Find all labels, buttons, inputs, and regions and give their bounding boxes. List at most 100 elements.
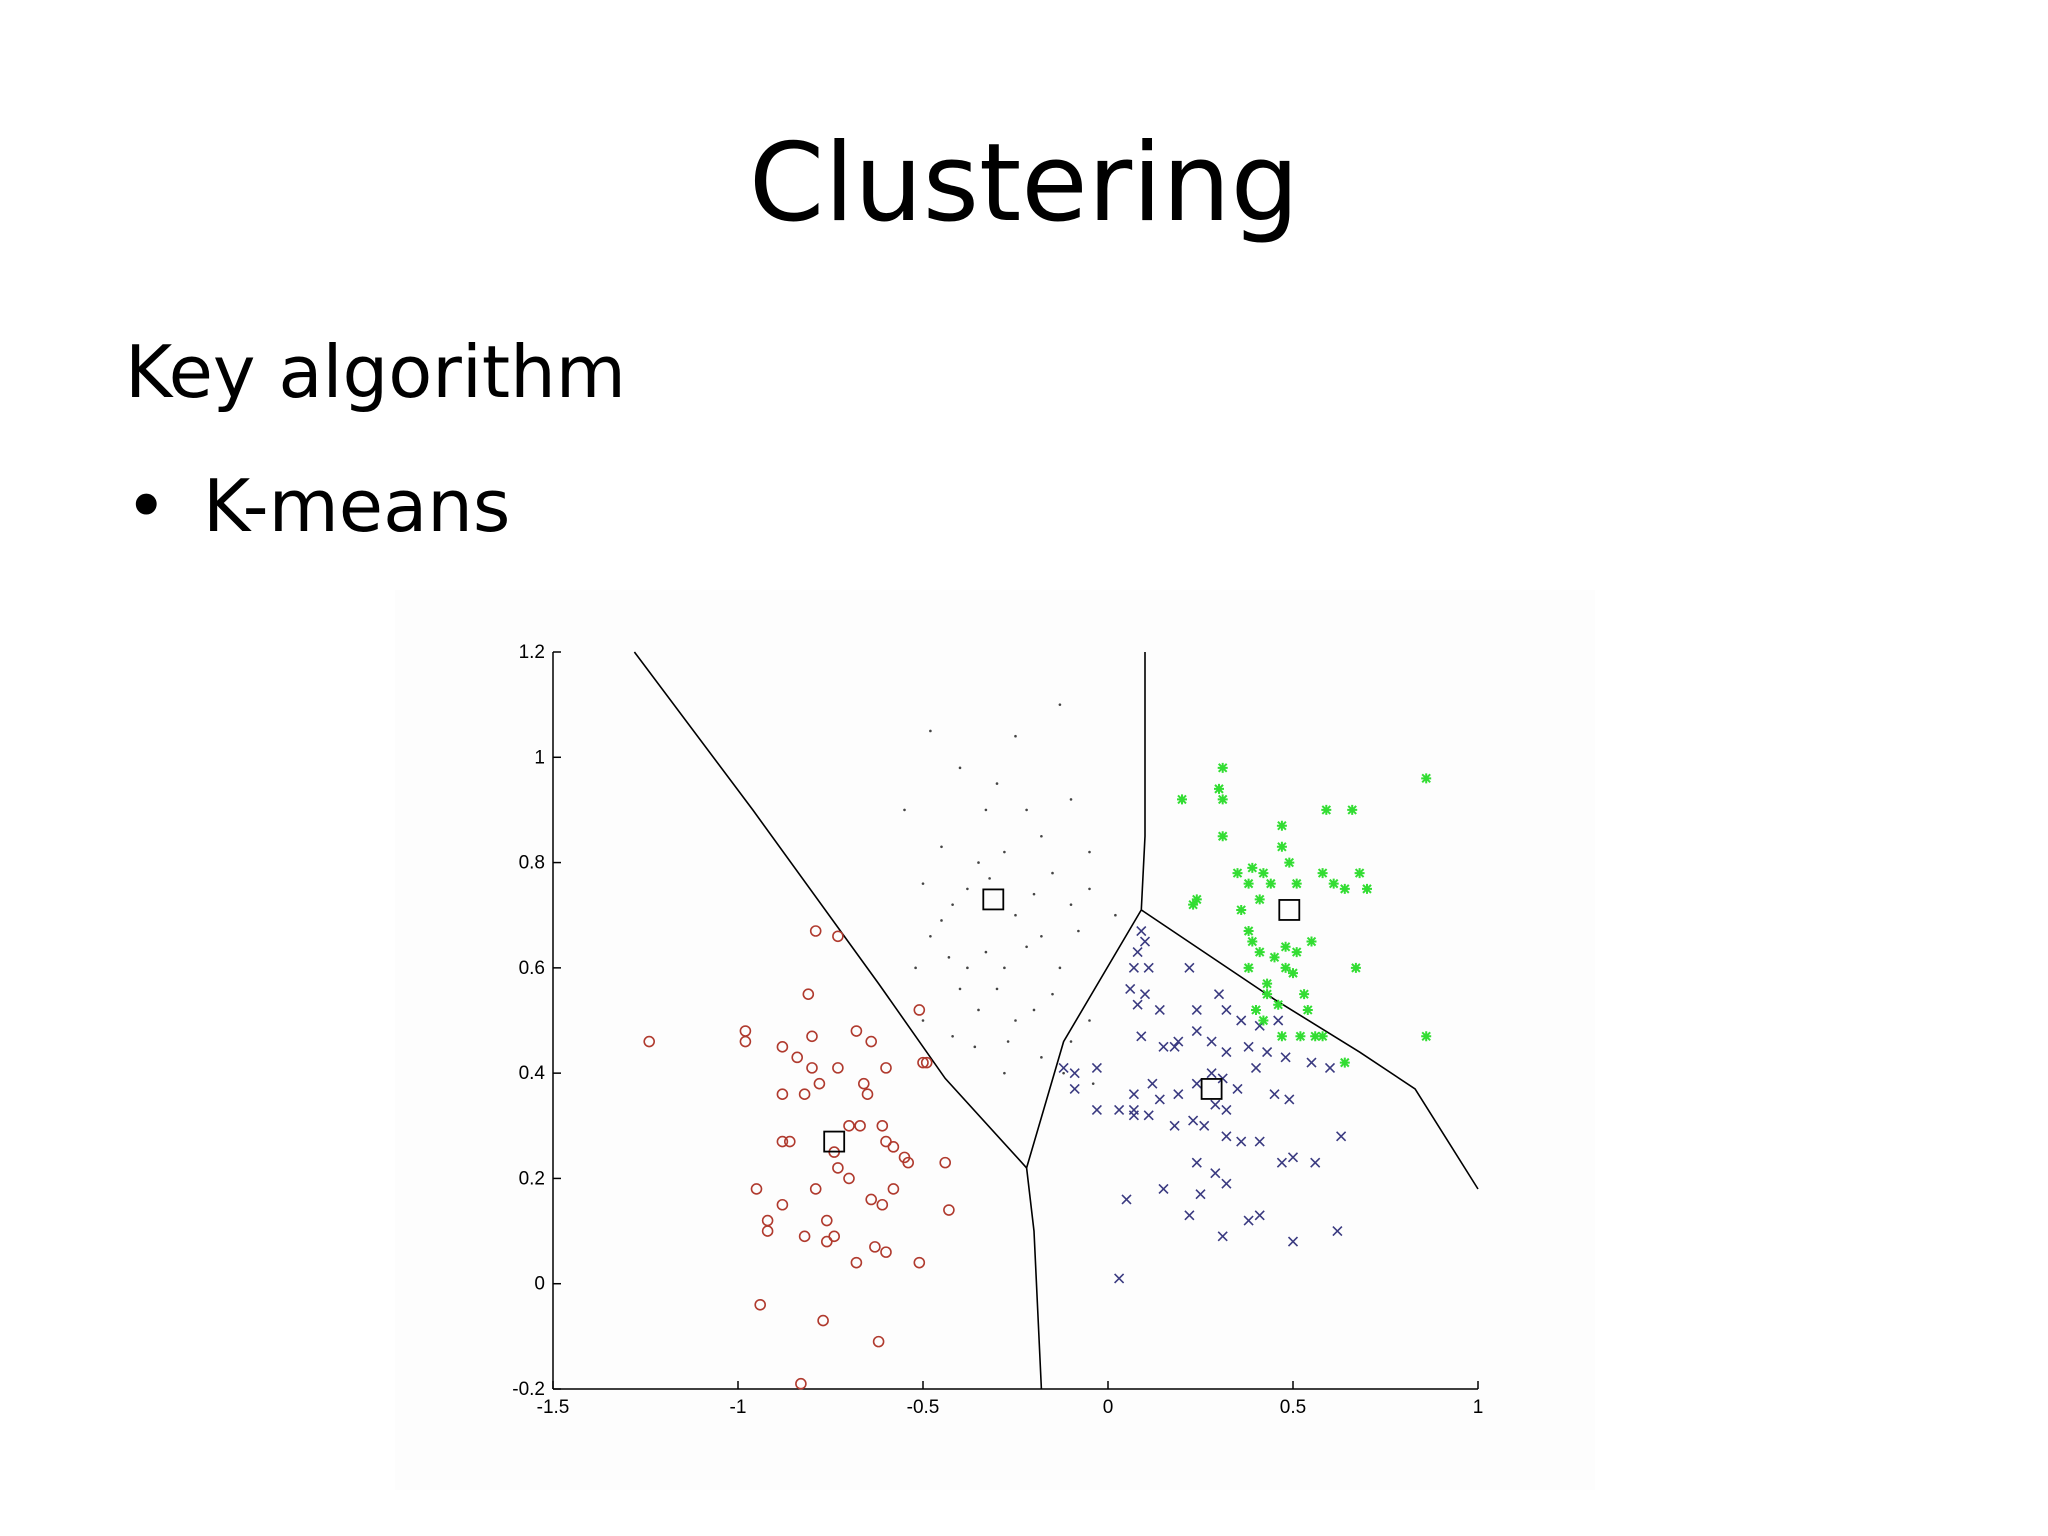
- data-point-circle: [832, 930, 844, 943]
- y-tick-label: 1.2: [519, 642, 545, 663]
- data-point-circle: [880, 1062, 892, 1074]
- data-point-dot: [1003, 1071, 1006, 1075]
- cluster-boundary-line: [1140, 909, 1479, 1190]
- data-point-star: [1232, 868, 1243, 879]
- data-point-circle: [843, 1172, 855, 1185]
- data-point-dot: [1077, 929, 1080, 933]
- data-point-star: [1243, 878, 1254, 889]
- data-point-dot: [1003, 966, 1006, 970]
- data-point-star: [1262, 989, 1273, 1000]
- data-point-dot: [903, 808, 906, 812]
- data-point-star: [1339, 1057, 1350, 1068]
- data-point-circle: [939, 1156, 952, 1169]
- data-point-x: [1169, 1041, 1180, 1052]
- data-point-circle: [776, 1198, 789, 1211]
- data-point-star: [1310, 1031, 1321, 1042]
- data-point-circle: [865, 1193, 878, 1206]
- data-point-star: [1421, 773, 1432, 784]
- data-point-x: [1276, 1157, 1287, 1168]
- data-point-circle: [943, 1204, 955, 1216]
- data-point-circle: [902, 1156, 915, 1169]
- data-point-circle: [643, 1035, 655, 1048]
- data-point-star: [1265, 878, 1276, 889]
- data-point-star: [1354, 868, 1365, 879]
- data-point-star: [1247, 936, 1258, 947]
- cluster-boundary-line: [633, 651, 1028, 1169]
- y-tick-label: 0: [534, 1274, 545, 1295]
- data-point-x: [1250, 1062, 1262, 1073]
- data-point-dot: [1003, 850, 1006, 854]
- data-point-x: [1173, 1036, 1184, 1047]
- data-point-x: [1332, 1226, 1343, 1237]
- data-point-circle: [917, 1056, 929, 1069]
- data-point-x: [1091, 1104, 1102, 1116]
- data-point-star: [1217, 762, 1228, 773]
- data-point-x: [1236, 1136, 1247, 1147]
- data-point-dot: [940, 845, 943, 849]
- data-point-x: [1121, 1194, 1132, 1205]
- y-tick-label: -0.2: [512, 1379, 545, 1400]
- chart-container: -1.5 -1 -0.5 0 0.5 1 -0.2 0 0.2 0.4 0.6 0.8 1 1.2: [395, 590, 1595, 1490]
- data-point-x: [1191, 1025, 1202, 1037]
- slide-subtitle: Key algorithm: [125, 330, 626, 414]
- data-point-circle: [776, 1088, 789, 1101]
- data-point-star: [1273, 999, 1284, 1010]
- data-point-circle: [850, 1025, 863, 1037]
- data-point-circle: [876, 1198, 889, 1211]
- data-point-dot: [984, 950, 988, 954]
- data-point-circle: [920, 1056, 933, 1069]
- data-point-dot: [958, 766, 962, 770]
- data-point-circle: [802, 988, 815, 1000]
- slide-title: Clustering: [748, 121, 1300, 246]
- data-point-star: [1254, 894, 1265, 905]
- data-point-star: [1276, 1031, 1287, 1042]
- data-point-circle: [857, 1077, 870, 1090]
- data-point-x: [1191, 1157, 1202, 1168]
- data-point-star: [1177, 794, 1187, 805]
- data-point-dot: [1014, 913, 1017, 917]
- data-point-dot: [940, 919, 943, 922]
- x-tick-label: 0.5: [1280, 1397, 1306, 1418]
- data-point-x: [1147, 1078, 1158, 1089]
- data-point-x: [1069, 1068, 1080, 1079]
- data-point-star: [1321, 804, 1332, 815]
- data-point-circle: [861, 1088, 874, 1101]
- data-point-circle: [832, 1162, 844, 1174]
- data-point-dot: [977, 861, 980, 864]
- data-point-star: [1217, 831, 1228, 842]
- cluster-centroid: [1200, 1078, 1223, 1100]
- data-point-star: [1317, 1031, 1328, 1042]
- data-point-dot: [921, 1019, 925, 1022]
- data-point-x: [1217, 1231, 1228, 1242]
- data-point-x: [1217, 1073, 1228, 1084]
- data-point-x: [1310, 1157, 1321, 1168]
- bullet-text: K-means: [203, 464, 511, 548]
- data-point-x: [1280, 1052, 1291, 1063]
- data-point-circle: [776, 1041, 789, 1053]
- cluster-centroid: [1278, 899, 1301, 921]
- data-point-dot: [1069, 1040, 1073, 1043]
- data-point-circle: [832, 1062, 844, 1074]
- data-point-circle: [739, 1025, 752, 1037]
- data-point-x: [1243, 1215, 1254, 1226]
- data-point-x: [1284, 1094, 1295, 1105]
- data-point-x: [1191, 1004, 1202, 1016]
- y-tick-label: 1: [534, 747, 545, 768]
- data-point-dot: [1014, 734, 1017, 738]
- data-point-x: [1132, 999, 1143, 1010]
- data-point-x: [1210, 1099, 1221, 1110]
- data-point-star: [1269, 952, 1280, 963]
- data-point-x: [1199, 1120, 1210, 1131]
- data-point-circle: [798, 1088, 811, 1101]
- data-point-dot: [1006, 1040, 1010, 1043]
- data-point-dot: [947, 956, 951, 959]
- y-tick-label: 0.8: [519, 853, 545, 874]
- x-tick-label: -1: [730, 1397, 747, 1418]
- data-point-star: [1276, 820, 1287, 831]
- data-point-circle: [813, 1077, 826, 1090]
- data-point-dot: [1040, 1056, 1043, 1059]
- data-point-x: [1191, 1078, 1202, 1089]
- data-point-dot: [929, 729, 932, 733]
- cluster-centroid: [823, 1130, 846, 1153]
- data-point-dot: [1025, 945, 1028, 949]
